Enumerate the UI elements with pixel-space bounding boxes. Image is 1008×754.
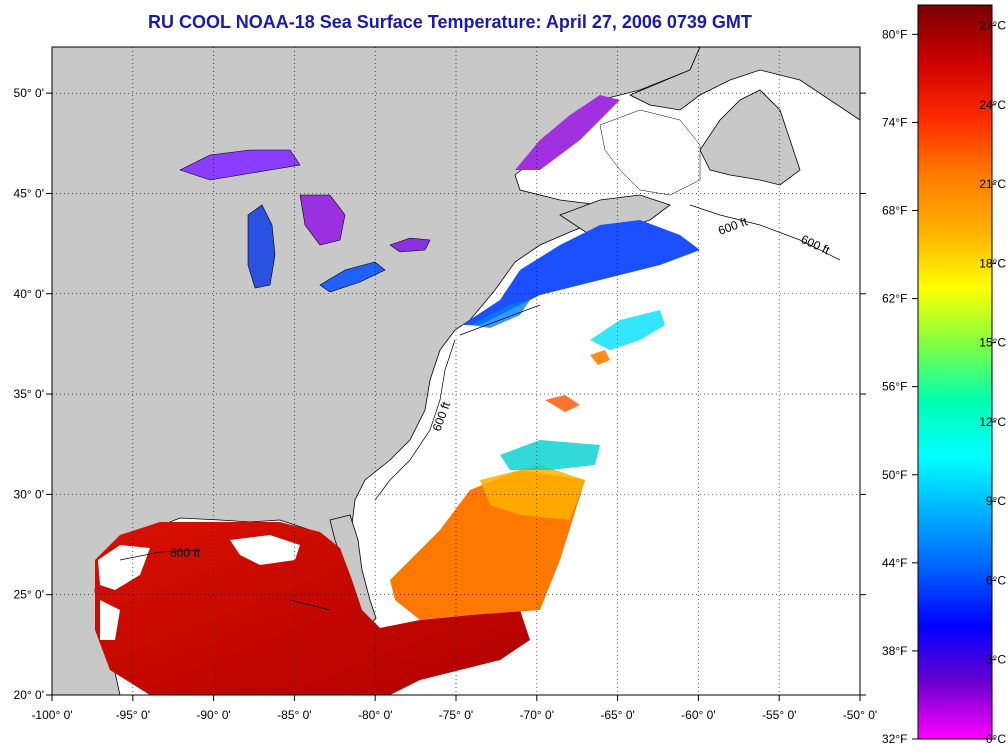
sst-atlantic-patch-1 [590, 310, 665, 350]
lat-tick-label: 20° 0' [14, 688, 44, 702]
land-labrador [629, 47, 860, 121]
land-newfoundland [699, 89, 801, 186]
colorbar-c-label: 24°C [979, 98, 1006, 112]
colorbar-f-label: 56°F [882, 380, 907, 394]
lon-tick-label: -95° 0' [116, 708, 150, 722]
sst-atlantic-patch-3 [500, 440, 600, 470]
lake-ontario [389, 237, 431, 253]
sst-shelf-cool [462, 220, 700, 325]
colorbar-f-label: 80°F [882, 27, 907, 41]
colorbar-rect [917, 4, 993, 740]
colorbar: 80°F 74°F 68°F 62°F 56°F 50°F 44°F 38°F 32°F 27°… [882, 4, 1006, 746]
colorbar-c-label: 3°C [986, 653, 1006, 667]
colorbar-c-label: 9°C [986, 494, 1006, 508]
sst-atlantic-patch-4 [545, 395, 580, 412]
lon-tick-label: -50° 0' [843, 708, 877, 722]
lon-tick-label: -80° 0' [358, 708, 392, 722]
lon-tick-label: -65° 0' [600, 708, 634, 722]
gulf-of-st-lawrence-no-data [599, 109, 701, 196]
latitude-axis: 20° 0' 25° 0' 30° 0' 35° 0' 40° 0' 45° 0' 50° … [14, 86, 866, 702]
colorbar-f-label: 62°F [882, 292, 907, 306]
map-title: RU COOL NOAA-18 Sea Surface Temperature:… [148, 12, 752, 32]
cloud-patch-gulf-sw [100, 600, 120, 640]
colorbar-f-label: 74°F [882, 115, 907, 129]
longitude-axis: -100° 0' -95° 0' -90° 0' -85° 0' -80° 0' -75°… [31, 695, 877, 722]
colorbar-c-label: 21°C [979, 177, 1006, 191]
lon-tick-label: -100° 0' [31, 708, 72, 722]
sst-atlantic-gulfstream [480, 465, 585, 520]
sst-st-lawrence [515, 95, 620, 170]
colorbar-f-label: 68°F [882, 204, 907, 218]
colorbar-c-label: 6°C [986, 573, 1006, 587]
lake-superior [179, 149, 301, 181]
graticule [52, 47, 860, 695]
colorbar-f-label: 50°F [882, 468, 907, 482]
lon-tick-label: -90° 0' [196, 708, 230, 722]
colorbar-celsius-scale: 27°C 24°C 21°C 18°C 15°C 12°C 9°C 6°C 3°C 0°C [979, 19, 1006, 746]
lat-tick-label: 30° 0' [14, 487, 44, 501]
isobath-600ft [119, 204, 841, 611]
colorbar-c-label: 15°C [979, 336, 1006, 350]
lake-huron [299, 194, 346, 246]
cloud-patch-gulf-north [230, 535, 300, 565]
lat-tick-label: 45° 0' [14, 186, 44, 200]
sst-gulf-of-mexico [95, 522, 530, 695]
sst-shelf-mid [470, 300, 530, 328]
lon-tick-label: -85° 0' [277, 708, 311, 722]
lon-tick-label: -60° 0' [681, 708, 715, 722]
colorbar-f-label: 38°F [882, 644, 907, 658]
colorbar-c-label: 12°C [979, 415, 1006, 429]
colorbar-c-label: 27°C [979, 19, 1006, 33]
colorbar-f-label: 44°F [882, 556, 907, 570]
lake-erie [319, 261, 386, 293]
map-panel: 600 ft 600 ft 600 ft 600 ft [52, 47, 860, 695]
lon-tick-label: -55° 0' [762, 708, 796, 722]
lake-michigan [247, 204, 276, 289]
sst-atlantic-patch-2 [590, 350, 610, 365]
isobath-label-3: 600 ft [170, 546, 201, 560]
lat-tick-label: 25° 0' [14, 588, 44, 602]
colorbar-f-label: 32°F [882, 732, 907, 746]
colorbar-fahrenheit-scale: 80°F 74°F 68°F 62°F 56°F 50°F 44°F 38°F 32°F [882, 27, 918, 746]
colorbar-c-label: 0°C [986, 732, 1006, 746]
lat-tick-label: 50° 0' [14, 86, 44, 100]
lon-tick-label: -70° 0' [520, 708, 554, 722]
lat-tick-label: 35° 0' [14, 387, 44, 401]
lon-tick-label: -75° 0' [439, 708, 473, 722]
colorbar-c-label: 18°C [979, 256, 1006, 270]
lat-tick-label: 40° 0' [14, 287, 44, 301]
